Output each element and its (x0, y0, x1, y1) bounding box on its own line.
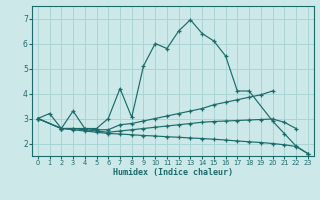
X-axis label: Humidex (Indice chaleur): Humidex (Indice chaleur) (113, 168, 233, 177)
